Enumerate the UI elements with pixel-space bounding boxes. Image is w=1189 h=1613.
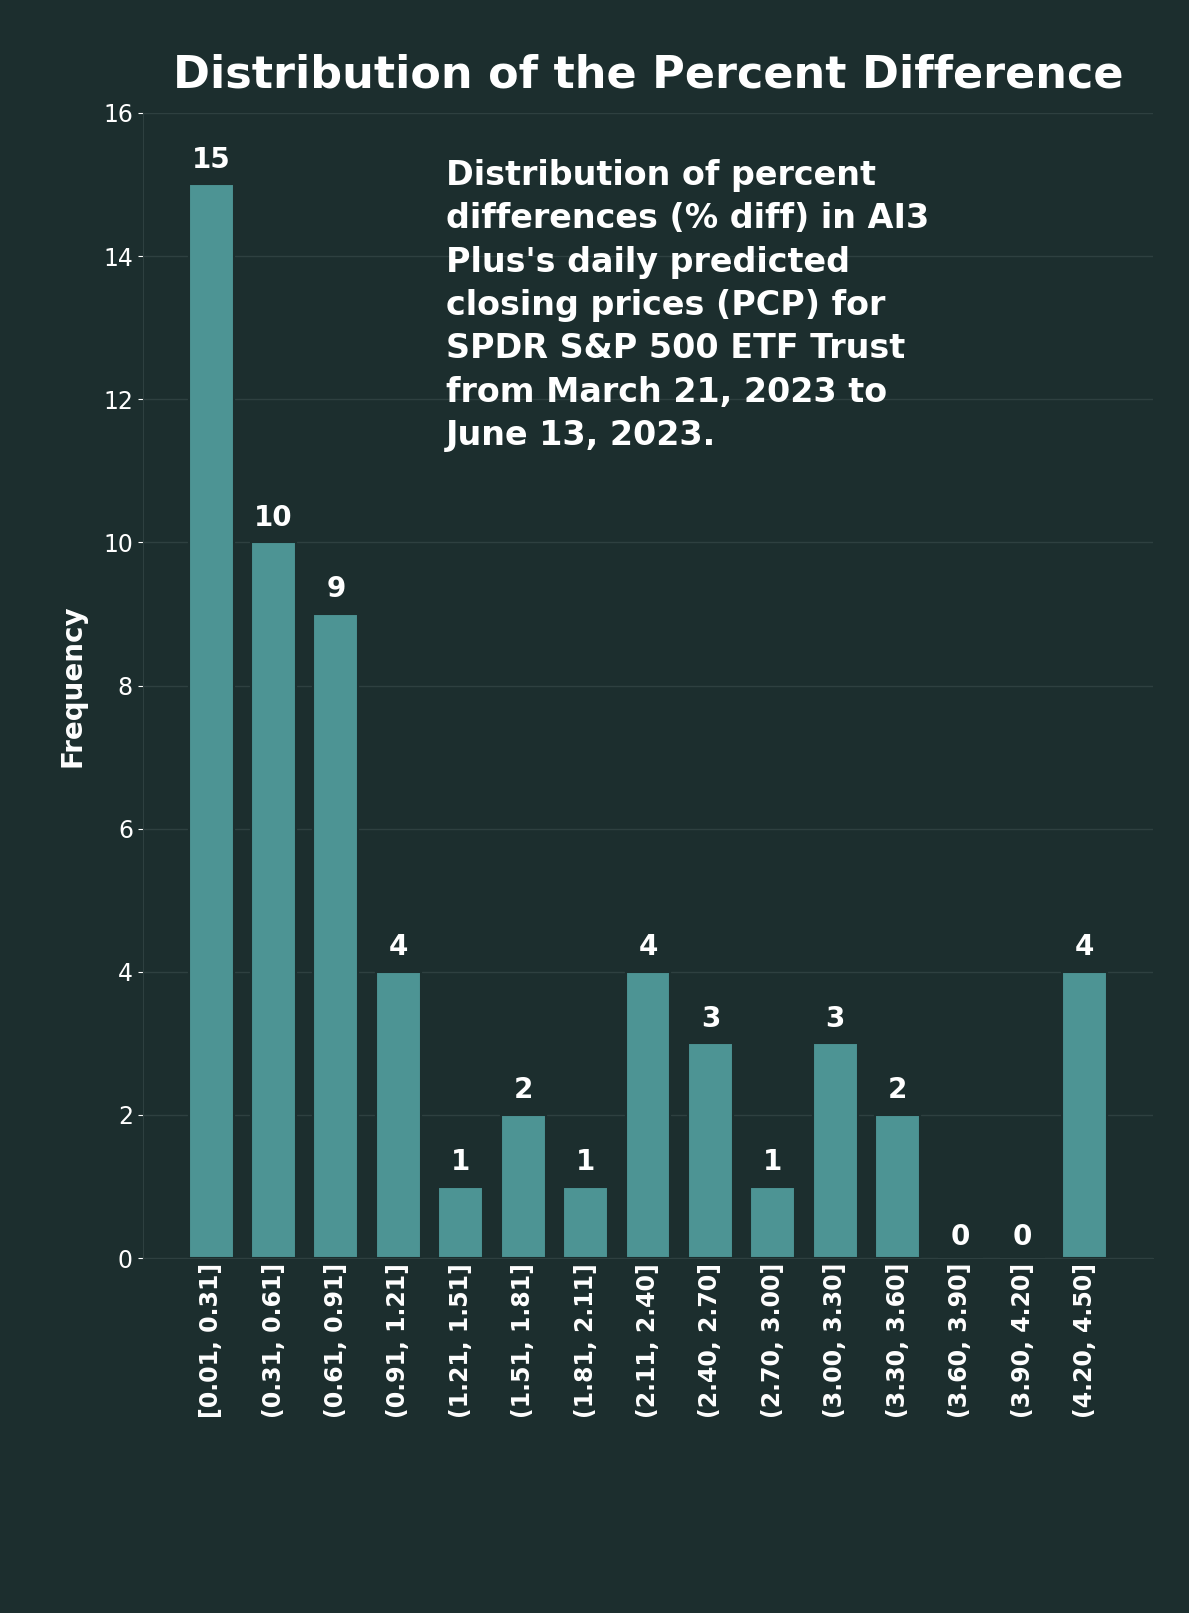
Text: 4: 4 — [1075, 932, 1095, 961]
Title: Distribution of the Percent Difference: Distribution of the Percent Difference — [172, 53, 1124, 97]
Text: 2: 2 — [888, 1076, 907, 1105]
Text: 1: 1 — [763, 1148, 782, 1176]
Text: 9: 9 — [326, 576, 346, 603]
Text: Distribution of percent
differences (% diff) in AI3
Plus's daily predicted
closi: Distribution of percent differences (% d… — [446, 158, 929, 452]
Text: 3: 3 — [825, 1005, 845, 1032]
Bar — [376, 971, 421, 1258]
Bar — [251, 542, 296, 1258]
Bar — [501, 1115, 546, 1258]
Bar — [314, 615, 358, 1258]
Text: 4: 4 — [389, 932, 408, 961]
Bar — [625, 971, 671, 1258]
Text: 10: 10 — [254, 503, 292, 532]
Text: 1: 1 — [451, 1148, 471, 1176]
Text: 3: 3 — [700, 1005, 721, 1032]
Text: 15: 15 — [191, 145, 231, 174]
Text: 2: 2 — [514, 1076, 533, 1105]
Bar — [439, 1187, 483, 1258]
Y-axis label: Frequency: Frequency — [58, 605, 87, 766]
Bar — [750, 1187, 795, 1258]
Text: 4: 4 — [638, 932, 658, 961]
Bar — [564, 1187, 608, 1258]
Text: 1: 1 — [575, 1148, 596, 1176]
Bar — [1063, 971, 1107, 1258]
Bar — [688, 1044, 732, 1258]
Text: 0: 0 — [950, 1223, 970, 1252]
Bar — [189, 184, 233, 1258]
Text: 0: 0 — [1013, 1223, 1032, 1252]
Bar — [875, 1115, 920, 1258]
Bar — [813, 1044, 857, 1258]
